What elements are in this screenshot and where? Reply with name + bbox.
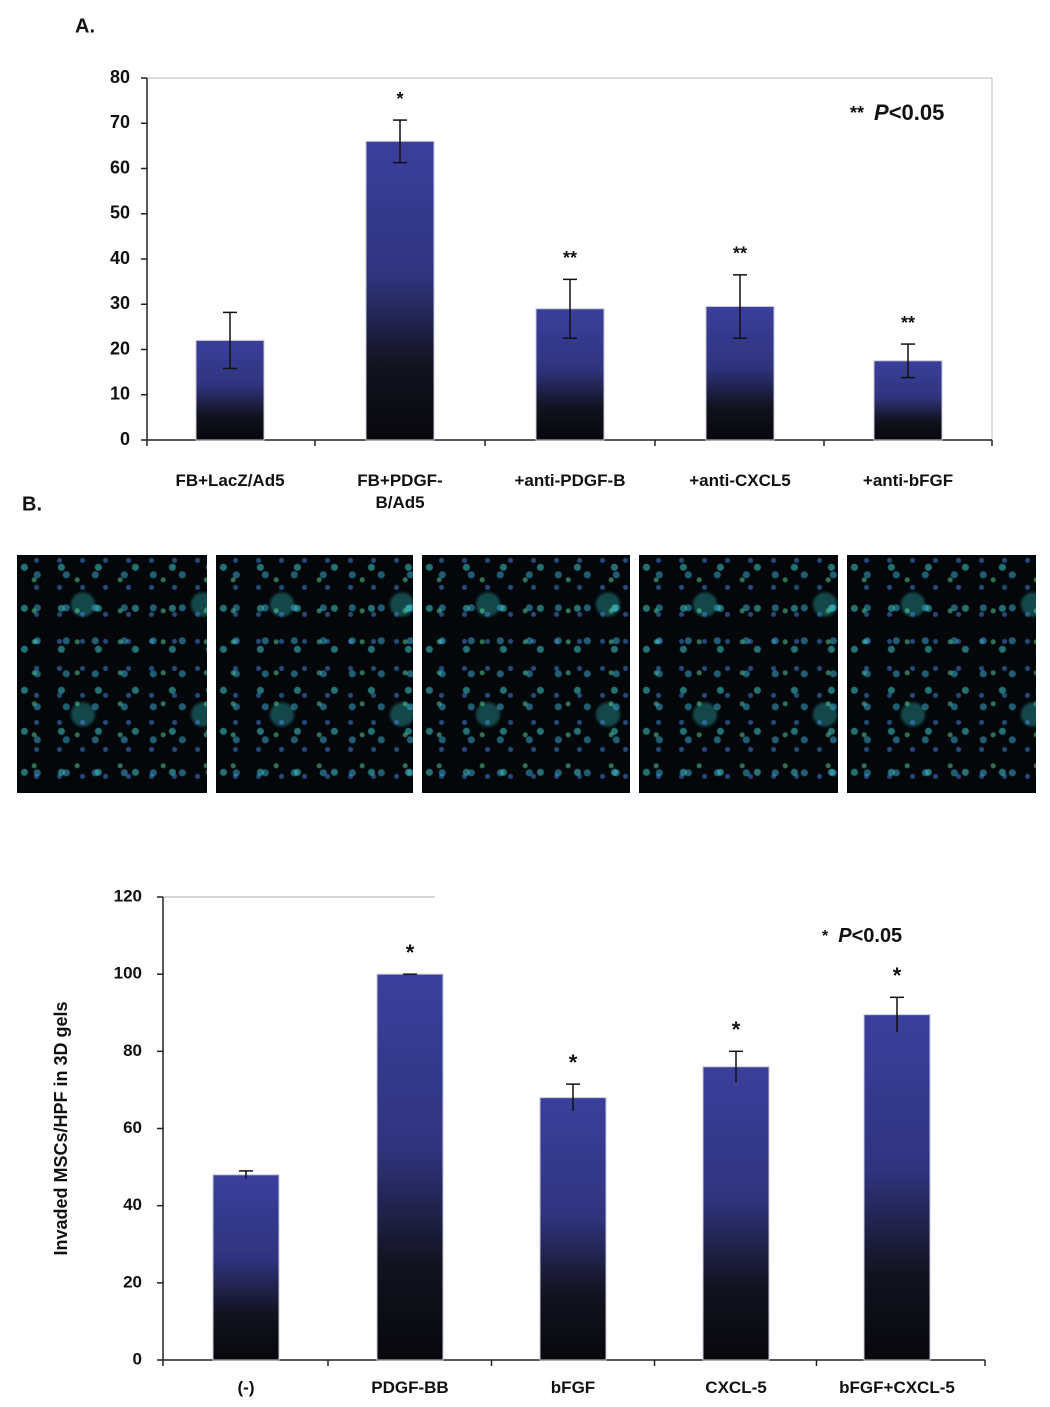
y-tick-label: 40: [110, 248, 130, 268]
panel-label: B.: [22, 493, 42, 515]
y-axis-label: Invaded MSCs/HPF in 3D gels: [51, 1001, 71, 1255]
x-tick-label: +anti-CXCL5: [689, 471, 791, 490]
annotation-marker: *: [822, 928, 829, 945]
y-tick-label: 0: [133, 1349, 142, 1368]
x-tick-label: bFGF: [550, 1378, 596, 1397]
y-tick-label: 20: [110, 338, 130, 358]
x-tick-label: FB+PDGF-B/Ad5: [357, 471, 443, 512]
error-bar: [901, 343, 915, 379]
y-tick-label: 50: [110, 203, 130, 223]
y-tick-label: 30: [110, 293, 130, 313]
x-tick-label: +anti-PDGF-B: [514, 471, 626, 490]
y-tick-label: 0: [120, 429, 130, 449]
error-bar: [563, 278, 577, 339]
annotation-text: <0.05: [889, 100, 945, 125]
error-bar: [733, 274, 747, 339]
x-tick-label: (-): [237, 1378, 255, 1397]
error-bar: [393, 119, 407, 164]
panel-label: A.: [75, 15, 95, 37]
significance-mark: *: [732, 1017, 741, 1042]
error-bar: [223, 311, 237, 370]
x-tick-label: FB+LacZ/Ad5: [175, 471, 285, 490]
significance-mark: *: [569, 1050, 578, 1075]
y-tick-label: 80: [123, 1041, 142, 1060]
annotation: * P<0.05: [822, 925, 902, 947]
x-tick-label: CXCL-5: [705, 1378, 767, 1397]
micrograph: [639, 555, 838, 793]
micrograph: [847, 555, 1036, 793]
x-tick-label: bFGF+CXCL-5: [839, 1378, 955, 1397]
y-tick-label: 60: [123, 1118, 142, 1137]
bar: [376, 973, 444, 1361]
y-tick-label: 10: [110, 384, 130, 404]
significance-mark: **: [901, 313, 915, 333]
error-bar: [239, 1170, 253, 1179]
micrograph: [422, 555, 630, 793]
bar: [863, 1014, 931, 1361]
micrograph: [216, 555, 413, 793]
error-bar: [890, 996, 904, 1033]
annotation-p: P: [838, 925, 852, 947]
annotation: ** P<0.05: [850, 100, 944, 125]
annotation-marker: **: [850, 103, 864, 123]
significance-mark: *: [396, 89, 403, 109]
y-tick-label: 60: [110, 157, 130, 177]
y-tick-label: 120: [114, 886, 142, 905]
significance-mark: *: [406, 940, 415, 965]
x-tick-label: +anti-bFGF: [862, 471, 954, 490]
annotation-text: <0.05: [852, 925, 903, 947]
bar: [365, 140, 435, 441]
significance-mark: *: [893, 963, 902, 988]
y-tick-label: 70: [110, 112, 130, 132]
micrograph: [17, 555, 207, 793]
y-tick-label: 40: [123, 1195, 142, 1214]
y-tick-label: 100: [114, 964, 142, 983]
bar: [702, 1066, 770, 1361]
error-bar: [729, 1050, 743, 1083]
y-tick-label: 80: [110, 67, 130, 87]
annotation-p: P: [874, 100, 889, 125]
y-tick-label: 20: [123, 1272, 142, 1291]
bar: [212, 1174, 280, 1361]
bar: [539, 1097, 607, 1361]
significance-mark: **: [733, 244, 747, 264]
x-tick-label: PDGF-BB: [371, 1378, 449, 1397]
significance-mark: **: [563, 248, 577, 268]
error-bar: [566, 1083, 580, 1112]
